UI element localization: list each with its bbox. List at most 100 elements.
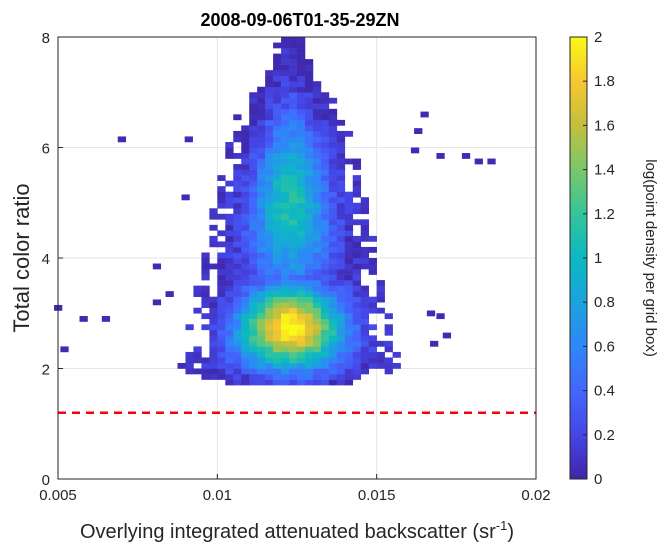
heat-cell: [233, 296, 242, 303]
heat-cell: [241, 302, 250, 309]
heat-cell: [209, 208, 218, 215]
heat-cell: [265, 208, 274, 215]
heat-cell: [304, 313, 314, 320]
heat-cell: [233, 136, 242, 143]
heat-cell: [360, 318, 369, 325]
heat-cell: [352, 280, 362, 286]
heat-cell: [320, 241, 330, 248]
heat-cell: [312, 180, 322, 187]
heat-cell: [328, 119, 338, 126]
heat-cell: [320, 357, 330, 364]
heat-cell: [297, 180, 306, 187]
heat-cell: [289, 258, 298, 264]
heat-cell: [225, 141, 234, 148]
heat-cell: [320, 125, 330, 132]
heat-cell: [209, 235, 218, 242]
heat-cell: [249, 141, 258, 148]
heat-cell: [312, 147, 322, 154]
heat-cell: [312, 258, 322, 264]
heat-cell: [241, 125, 250, 132]
heat-cell: [265, 318, 274, 325]
heat-cell: [360, 246, 369, 253]
heat-cell: [312, 374, 322, 380]
heat-cell: [376, 291, 385, 297]
heat-cell: [273, 230, 282, 237]
heat-cell: [209, 263, 218, 270]
heat-cell: [360, 235, 369, 242]
heat-cell: [312, 235, 322, 242]
heat-cell: [352, 202, 362, 209]
heat-cell: [336, 197, 346, 204]
heat-cell: [249, 241, 258, 248]
heat-cell: [297, 296, 306, 303]
heat-cell: [281, 335, 290, 342]
heat-cell: [209, 368, 218, 375]
heat-cell: [304, 197, 314, 204]
heat-cell: [201, 258, 210, 264]
heat-cell: [177, 362, 186, 369]
heat-cell: [312, 141, 322, 148]
heat-cell: [273, 329, 282, 336]
heat-cell: [273, 197, 282, 204]
heat-cell: [281, 246, 290, 253]
heat-cell: [217, 329, 226, 336]
heat-cell: [304, 70, 314, 76]
heat-cell: [273, 130, 282, 137]
heat-cell: [320, 340, 330, 347]
heat-cell: [328, 180, 338, 187]
heat-cell: [297, 219, 306, 226]
heat-cell: [257, 158, 266, 165]
heat-cell: [257, 169, 266, 176]
heat-cell: [320, 379, 330, 386]
heat-cell: [289, 108, 298, 115]
heat-cell: [289, 136, 298, 143]
heat-cell: [209, 335, 218, 342]
heat-cell: [265, 329, 274, 336]
heat-cell: [273, 114, 282, 121]
heat-cell: [217, 230, 226, 237]
heat-cell: [265, 119, 274, 126]
heat-cell: [273, 258, 282, 264]
heat-cell: [352, 324, 362, 331]
outlier-cell: [117, 136, 127, 143]
heat-cell: [249, 296, 258, 303]
heat-cell: [304, 335, 314, 342]
heat-cell: [304, 175, 314, 181]
heat-cell: [249, 164, 258, 170]
heat-cell: [328, 202, 338, 209]
heat-cell: [297, 175, 306, 181]
heat-cell: [217, 307, 226, 314]
heat-cell: [336, 180, 346, 187]
heat-cell: [209, 224, 218, 231]
heat-cell: [249, 130, 258, 137]
heat-cell: [344, 329, 354, 336]
heat-cell: [289, 252, 298, 259]
heat-cell: [217, 313, 226, 320]
heat-cell: [328, 258, 338, 264]
heat-cell: [273, 318, 282, 325]
heat-cell: [257, 147, 266, 154]
heat-cell: [241, 241, 250, 248]
heat-cell: [281, 346, 290, 353]
heat-cell: [281, 318, 290, 325]
heat-cell: [344, 374, 354, 380]
heat-cell: [185, 362, 194, 369]
heat-cell: [249, 346, 258, 353]
heat-cell: [320, 374, 330, 380]
heat-cell: [217, 191, 226, 198]
heat-cell: [249, 374, 258, 380]
heat-cell: [376, 357, 385, 364]
heat-cell: [312, 307, 322, 314]
heat-cell: [233, 280, 242, 286]
heat-cell: [344, 258, 354, 264]
heat-cell: [281, 285, 290, 292]
heat-cell: [344, 291, 354, 297]
heat-cell: [312, 136, 322, 143]
heat-cell: [336, 208, 346, 215]
heat-cell: [297, 191, 306, 198]
heat-cell: [304, 202, 314, 209]
heat-cell: [289, 263, 298, 270]
heat-cell: [304, 379, 314, 386]
heat-cell: [249, 291, 258, 297]
heat-cell: [344, 219, 354, 226]
